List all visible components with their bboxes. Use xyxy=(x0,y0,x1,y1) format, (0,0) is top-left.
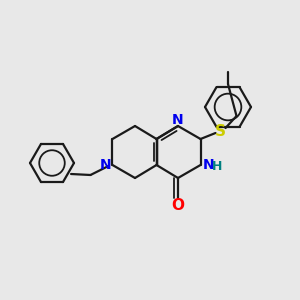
Text: N: N xyxy=(100,158,111,172)
Text: H: H xyxy=(212,160,223,172)
Text: N: N xyxy=(203,158,214,172)
Text: S: S xyxy=(215,124,226,139)
Text: O: O xyxy=(172,199,184,214)
Text: N: N xyxy=(172,113,184,127)
